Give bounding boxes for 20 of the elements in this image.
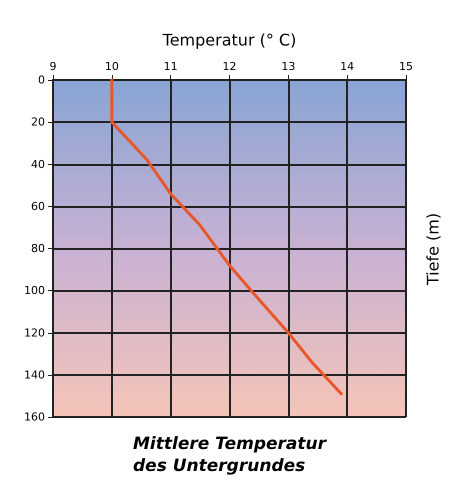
y-tick-label: 0: [38, 74, 45, 86]
y-tick-label: 20: [31, 116, 45, 129]
y-tick-label: 120: [24, 326, 45, 340]
y-tick-label: 40: [31, 158, 45, 171]
x-tick-label: 15: [399, 60, 413, 73]
line-series: [110, 78, 343, 396]
x-tick-label: 13: [281, 60, 296, 73]
y-tick-label: 80: [31, 242, 45, 255]
x-tick-label: 12: [222, 60, 236, 73]
y-tick-label: 160: [24, 410, 45, 424]
y-tick-label: 140: [24, 368, 45, 382]
x-axis-title: Temperatur (° C): [162, 30, 296, 50]
x-tick-label: 11: [164, 60, 178, 73]
text: Mittlere Temperatur des Untergrundes: [133, 434, 332, 476]
x-tick-label: 9: [50, 60, 56, 73]
x-tick-label: 14: [340, 60, 354, 73]
x-tick-label: 10: [104, 60, 119, 73]
y-tick-label: 60: [31, 200, 45, 213]
y-axis-title: Tiefe (m): [424, 212, 442, 286]
y-tick-label: 100: [24, 284, 45, 298]
